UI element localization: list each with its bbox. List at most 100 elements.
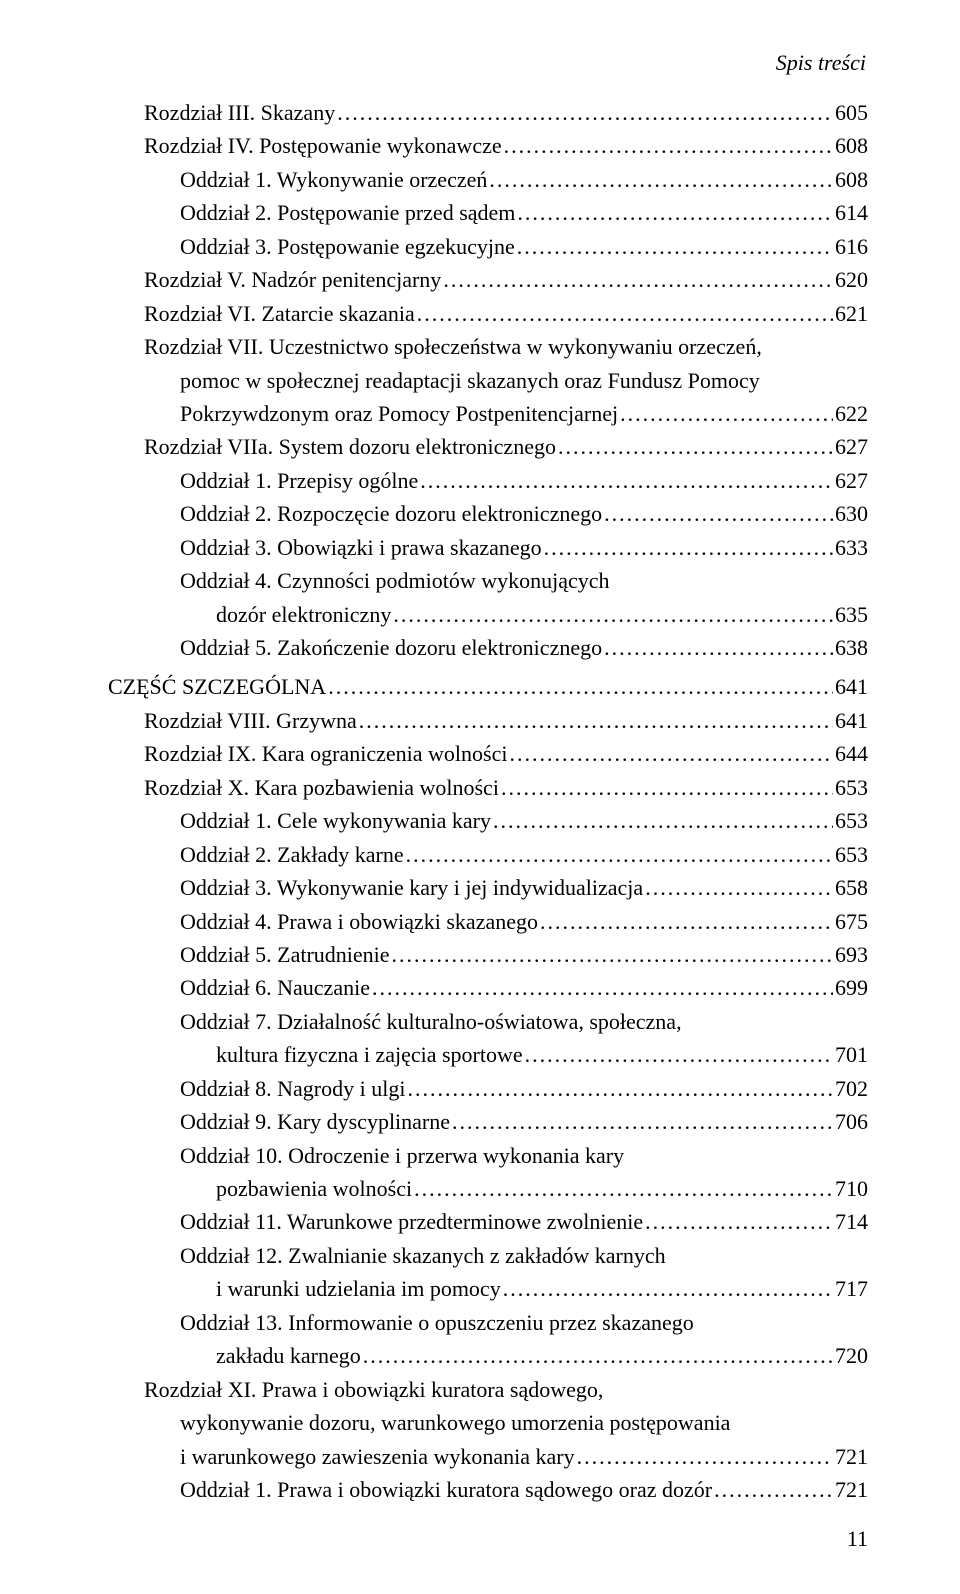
toc-entry-page: 641 (835, 704, 868, 737)
toc-leader-dots (558, 430, 833, 463)
toc-entry: pozbawienia wolności 710 (108, 1172, 868, 1205)
toc-entry-page: 717 (835, 1272, 868, 1305)
toc-entry-page: 675 (835, 905, 868, 938)
toc-leader-dots (517, 230, 833, 263)
toc-entry-page: 720 (835, 1339, 868, 1372)
toc-leader-dots (452, 1105, 833, 1138)
toc-leader-dots (414, 1172, 833, 1205)
toc-leader-dots (645, 1205, 833, 1238)
toc-entry-label: Oddział 2. Zakłady karne (180, 838, 404, 871)
toc-entry-page: 699 (835, 971, 868, 1004)
toc-entry-label: Oddział 1. Cele wykonywania kary (180, 804, 491, 837)
toc-entry-label: Oddział 4. Prawa i obowiązki skazanego (180, 905, 538, 938)
toc-leader-dots (359, 704, 833, 737)
toc-entry-page: 706 (835, 1105, 868, 1138)
toc-leader-dots (604, 497, 833, 530)
toc-entry: kultura fizyczna i zajęcia sportowe701 (108, 1038, 868, 1071)
toc-entry-page: 605 (835, 96, 868, 129)
toc-entry-line: wykonywanie dozoru, warunkowego umorzeni… (108, 1406, 868, 1439)
table-of-contents: Rozdział III. Skazany605Rozdział IV. Pos… (108, 96, 868, 1506)
toc-entry-label: Oddział 1. Prawa i obowiązki kuratora są… (180, 1473, 712, 1506)
page-number: 11 (847, 1526, 868, 1552)
toc-leader-dots (392, 938, 833, 971)
toc-leader-dots (504, 129, 833, 162)
toc-entry-page: 702 (835, 1072, 868, 1105)
toc-entry-page: 627 (835, 464, 868, 497)
toc-entry-page: 616 (835, 230, 868, 263)
toc-leader-dots (540, 905, 833, 938)
toc-entry-label: Oddział 3. Wykonywanie kary i jej indywi… (180, 871, 643, 904)
toc-leader-dots (406, 838, 833, 871)
toc-entry-page: 710 (835, 1172, 868, 1205)
toc-entry-page: 621 (835, 297, 868, 330)
toc-entry: Rozdział V. Nadzór penitencjarny620 (108, 263, 868, 296)
toc-entry-page: 635 (835, 598, 868, 631)
toc-entry-line: Rozdział VII. Uczestnictwo społeczeństwa… (108, 330, 868, 363)
toc-entry-label: Oddział 3. Postępowanie egzekucyjne (180, 230, 515, 263)
toc-entry-label: Oddział 8. Nagrody i ulgi (180, 1072, 405, 1105)
toc-entry-label: pozbawienia wolności (216, 1172, 412, 1205)
toc-leader-dots (544, 531, 833, 564)
toc-entry: Rozdział IX. Kara ograniczenia wolności6… (108, 737, 868, 770)
toc-entry-label: Oddział 3. Obowiązki i prawa skazanego (180, 531, 542, 564)
toc-leader-dots (517, 196, 833, 229)
toc-entry: Oddział 11. Warunkowe przedterminowe zwo… (108, 1205, 868, 1238)
toc-leader-dots (714, 1473, 833, 1506)
toc-leader-dots (493, 804, 833, 837)
toc-entry-page: 622 (835, 397, 868, 430)
toc-entry: Oddział 1. Wykonywanie orzeczeń608 (108, 163, 868, 196)
toc-leader-dots (577, 1440, 833, 1473)
toc-leader-dots (509, 737, 833, 770)
toc-entry-label: i warunkowego zawieszenia wykonania kary (180, 1440, 575, 1473)
toc-entry-line: Oddział 10. Odroczenie i przerwa wykonan… (108, 1139, 868, 1172)
toc-entry-label: zakładu karnego (216, 1339, 361, 1372)
toc-entry: Oddział 3. Postępowanie egzekucyjne 616 (108, 230, 868, 263)
toc-entry-page: 701 (835, 1038, 868, 1071)
toc-entry-line: Oddział 13. Informowanie o opuszczeniu p… (108, 1306, 868, 1339)
toc-entry: Rozdział VIIa. System dozoru elektronicz… (108, 430, 868, 463)
toc-entry: zakładu karnego 720 (108, 1339, 868, 1372)
toc-entry-page: 721 (835, 1440, 868, 1473)
toc-leader-dots (420, 464, 833, 497)
toc-entry-label: CZĘŚĆ SZCZEGÓLNA (108, 670, 326, 703)
toc-leader-dots (503, 1272, 833, 1305)
toc-entry: dozór elektroniczny 635 (108, 598, 868, 631)
toc-entry-page: 620 (835, 263, 868, 296)
toc-leader-dots (363, 1339, 833, 1372)
toc-entry: Oddział 6. Nauczanie 699 (108, 971, 868, 1004)
toc-entry: Oddział 5. Zakończenie dozoru elektronic… (108, 631, 868, 664)
toc-entry-label: i warunki udzielania im pomocy (216, 1272, 501, 1305)
toc-entry: Rozdział III. Skazany605 (108, 96, 868, 129)
toc-entry-label: Rozdział X. Kara pozbawienia wolności (144, 771, 499, 804)
toc-entry-line: Oddział 12. Zwalnianie skazanych z zakła… (108, 1239, 868, 1272)
toc-entry-line: Oddział 4. Czynności podmiotów wykonując… (108, 564, 868, 597)
toc-entry: Oddział 8. Nagrody i ulgi 702 (108, 1072, 868, 1105)
toc-entry-label: Oddział 2. Rozpoczęcie dozoru elektronic… (180, 497, 602, 530)
toc-entry-label: Rozdział VIII. Grzywna (144, 704, 357, 737)
toc-entry-page: 633 (835, 531, 868, 564)
toc-entry-page: 638 (835, 631, 868, 664)
toc-leader-dots (604, 631, 833, 664)
toc-entry-label: Oddział 6. Nauczanie (180, 971, 370, 1004)
toc-entry-line: pomoc w społecznej readaptacji skazanych… (108, 364, 868, 397)
toc-entry-label: Rozdział VI. Zatarcie skazania (144, 297, 415, 330)
toc-entry-label: dozór elektroniczny (216, 598, 391, 631)
toc-entry: Rozdział VIII. Grzywna 641 (108, 704, 868, 737)
toc-entry-label: Pokrzywdzonym oraz Pomocy Postpenitencja… (180, 397, 618, 430)
toc-entry: Oddział 5. Zatrudnienie693 (108, 938, 868, 971)
toc-leader-dots (328, 670, 833, 703)
toc-entry: Oddział 4. Prawa i obowiązki skazanego 67… (108, 905, 868, 938)
toc-entry: Oddział 1. Prawa i obowiązki kuratora są… (108, 1473, 868, 1506)
toc-entry: Oddział 2. Postępowanie przed sądem 614 (108, 196, 868, 229)
toc-entry-page: 653 (835, 804, 868, 837)
toc-entry: Rozdział X. Kara pozbawienia wolności 653 (108, 771, 868, 804)
toc-entry-label: Rozdział IV. Postępowanie wykonawcze (144, 129, 502, 162)
toc-leader-dots (501, 771, 833, 804)
toc-entry-page: 653 (835, 771, 868, 804)
toc-entry-label: Oddział 2. Postępowanie przed sądem (180, 196, 515, 229)
toc-leader-dots (489, 163, 833, 196)
toc-entry-label: Oddział 5. Zakończenie dozoru elektronic… (180, 631, 602, 664)
toc-entry-page: 644 (835, 737, 868, 770)
toc-entry: Rozdział IV. Postępowanie wykonawcze608 (108, 129, 868, 162)
toc-entry-page: 614 (835, 196, 868, 229)
